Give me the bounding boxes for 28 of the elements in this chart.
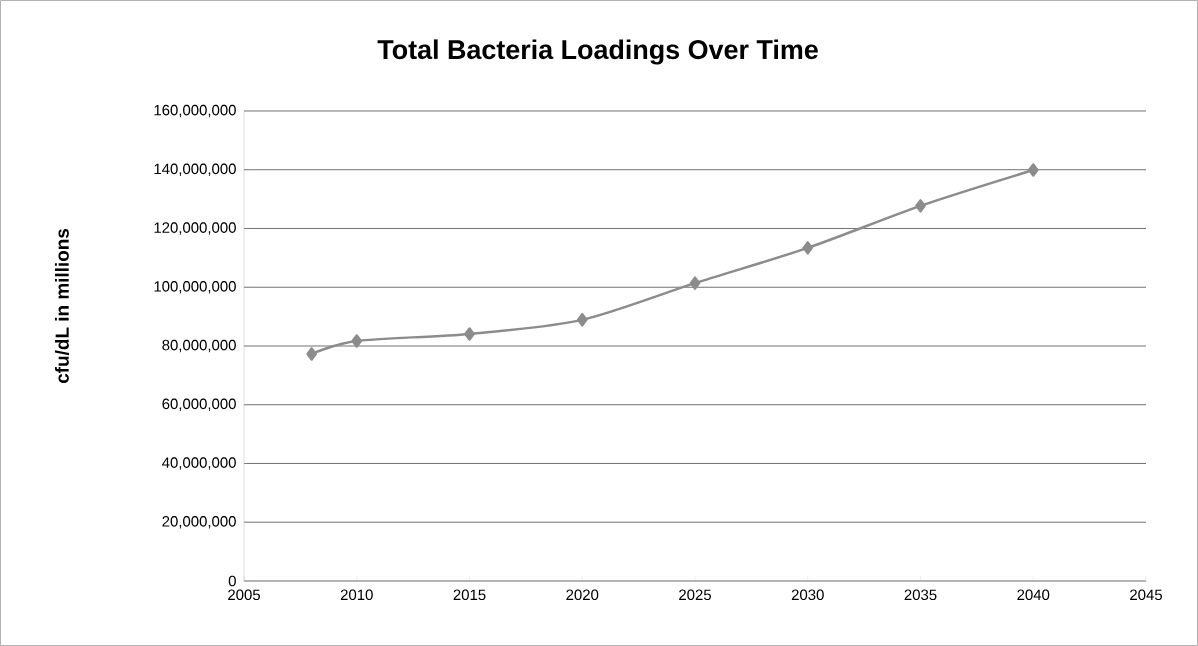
point (915, 199, 926, 213)
y-tick-label: 40,000,000 (162, 457, 236, 470)
y-tick-label: 0 (228, 575, 236, 587)
y-tick-label: 60,000,000 (162, 398, 236, 411)
x-tick-label: 2035 (904, 589, 937, 601)
y-tick-label: 100,000,000 (154, 281, 236, 294)
point (1027, 163, 1039, 177)
x-tick-label: 2025 (679, 589, 711, 601)
y-tick-label: 80,000,000 (162, 339, 236, 353)
x-tick-label: 2030 (791, 589, 824, 601)
point (351, 334, 363, 348)
point (689, 276, 701, 290)
point (464, 327, 475, 341)
y-tick-label: 20,000,000 (162, 516, 236, 529)
chart-title: Total Bacteria Loadings Over Time (377, 39, 818, 65)
x-tick-label: 2040 (1017, 589, 1050, 601)
x-tick-label: 2015 (453, 589, 486, 601)
x-tick-label: 2005 (228, 589, 260, 601)
y-tick-label: 120,000,000 (154, 222, 236, 235)
point (576, 313, 588, 327)
point (802, 241, 814, 255)
x-tick-label: 2045 (1130, 589, 1162, 601)
y-tick-label: 160,000,000 (154, 104, 236, 118)
y-axis-title: cfu/dL in millions (54, 228, 70, 384)
x-tick-label: 2010 (340, 589, 373, 601)
y-tick-label: 140,000,000 (154, 163, 236, 176)
point (306, 347, 318, 361)
x-tick-label: 2020 (566, 589, 599, 601)
